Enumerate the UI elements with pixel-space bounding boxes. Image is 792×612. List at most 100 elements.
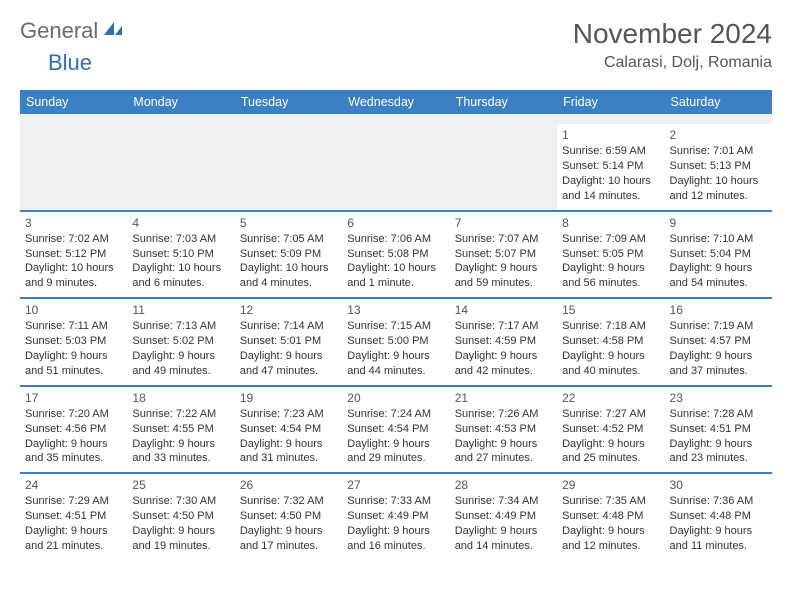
sunset-text: Sunset: 4:53 PM [455, 422, 552, 437]
location: Calarasi, Dolj, Romania [573, 54, 772, 72]
title-block: November 2024 Calarasi, Dolj, Romania [573, 18, 772, 72]
sunset-text: Sunset: 4:48 PM [670, 509, 767, 524]
sunset-text: Sunset: 4:49 PM [347, 509, 444, 524]
calendar-cell: 7Sunrise: 7:07 AMSunset: 5:07 PMDaylight… [450, 211, 557, 299]
calendar-cell: 1Sunrise: 6:59 AMSunset: 5:14 PMDaylight… [557, 124, 664, 211]
calendar-cell [450, 124, 557, 211]
sunrise-text: Sunrise: 7:13 AM [132, 319, 229, 334]
sunset-text: Sunset: 5:00 PM [347, 334, 444, 349]
month-title: November 2024 [573, 18, 772, 50]
sunrise-text: Sunrise: 7:17 AM [455, 319, 552, 334]
daylight-text: Daylight: 9 hours and 17 minutes. [240, 524, 337, 554]
day-number: 16 [670, 302, 767, 318]
sunset-text: Sunset: 5:03 PM [25, 334, 122, 349]
calendar-cell: 3Sunrise: 7:02 AMSunset: 5:12 PMDaylight… [20, 211, 127, 299]
calendar-cell: 23Sunrise: 7:28 AMSunset: 4:51 PMDayligh… [665, 386, 772, 474]
daylight-text: Daylight: 9 hours and 49 minutes. [132, 349, 229, 379]
calendar-week-row: 1Sunrise: 6:59 AMSunset: 5:14 PMDaylight… [20, 124, 772, 211]
calendar-cell: 18Sunrise: 7:22 AMSunset: 4:55 PMDayligh… [127, 386, 234, 474]
sunset-text: Sunset: 5:01 PM [240, 334, 337, 349]
sunset-text: Sunset: 4:51 PM [25, 509, 122, 524]
sunrise-text: Sunrise: 7:15 AM [347, 319, 444, 334]
daylight-text: Daylight: 9 hours and 12 minutes. [562, 524, 659, 554]
calendar-cell: 22Sunrise: 7:27 AMSunset: 4:52 PMDayligh… [557, 386, 664, 474]
calendar-week-row: 17Sunrise: 7:20 AMSunset: 4:56 PMDayligh… [20, 386, 772, 474]
sunset-text: Sunset: 5:14 PM [562, 159, 659, 174]
day-number: 17 [25, 390, 122, 406]
sunrise-text: Sunrise: 7:22 AM [132, 407, 229, 422]
daylight-text: Daylight: 10 hours and 14 minutes. [562, 174, 659, 204]
sunrise-text: Sunrise: 7:20 AM [25, 407, 122, 422]
daylight-text: Daylight: 10 hours and 6 minutes. [132, 261, 229, 291]
day-number: 25 [132, 477, 229, 493]
calendar-cell: 24Sunrise: 7:29 AMSunset: 4:51 PMDayligh… [20, 473, 127, 560]
day-header-row: Sunday Monday Tuesday Wednesday Thursday… [20, 90, 772, 114]
calendar-cell: 5Sunrise: 7:05 AMSunset: 5:09 PMDaylight… [235, 211, 342, 299]
sunrise-text: Sunrise: 7:19 AM [670, 319, 767, 334]
sunset-text: Sunset: 4:51 PM [670, 422, 767, 437]
sunset-text: Sunset: 5:04 PM [670, 247, 767, 262]
day-number: 29 [562, 477, 659, 493]
calendar-cell: 11Sunrise: 7:13 AMSunset: 5:02 PMDayligh… [127, 298, 234, 386]
sunset-text: Sunset: 5:12 PM [25, 247, 122, 262]
sunrise-text: Sunrise: 7:24 AM [347, 407, 444, 422]
sunrise-text: Sunrise: 7:03 AM [132, 232, 229, 247]
day-number: 12 [240, 302, 337, 318]
calendar-week-row: 3Sunrise: 7:02 AMSunset: 5:12 PMDaylight… [20, 211, 772, 299]
sunrise-text: Sunrise: 7:02 AM [25, 232, 122, 247]
day-header: Wednesday [342, 90, 449, 114]
day-header: Tuesday [235, 90, 342, 114]
daylight-text: Daylight: 9 hours and 40 minutes. [562, 349, 659, 379]
calendar-cell: 4Sunrise: 7:03 AMSunset: 5:10 PMDaylight… [127, 211, 234, 299]
sunrise-text: Sunrise: 7:01 AM [670, 144, 767, 159]
calendar-cell: 12Sunrise: 7:14 AMSunset: 5:01 PMDayligh… [235, 298, 342, 386]
day-number: 26 [240, 477, 337, 493]
day-number: 7 [455, 215, 552, 231]
sunset-text: Sunset: 5:05 PM [562, 247, 659, 262]
sunrise-text: Sunrise: 6:59 AM [562, 144, 659, 159]
daylight-text: Daylight: 9 hours and 56 minutes. [562, 261, 659, 291]
calendar-week-row: 24Sunrise: 7:29 AMSunset: 4:51 PMDayligh… [20, 473, 772, 560]
sunrise-text: Sunrise: 7:06 AM [347, 232, 444, 247]
sunset-text: Sunset: 4:55 PM [132, 422, 229, 437]
daylight-text: Daylight: 9 hours and 21 minutes. [25, 524, 122, 554]
daylight-text: Daylight: 9 hours and 47 minutes. [240, 349, 337, 379]
daylight-text: Daylight: 9 hours and 25 minutes. [562, 437, 659, 467]
calendar-cell: 19Sunrise: 7:23 AMSunset: 4:54 PMDayligh… [235, 386, 342, 474]
calendar-cell: 17Sunrise: 7:20 AMSunset: 4:56 PMDayligh… [20, 386, 127, 474]
daylight-text: Daylight: 9 hours and 54 minutes. [670, 261, 767, 291]
calendar-table: Sunday Monday Tuesday Wednesday Thursday… [20, 90, 772, 560]
day-header: Sunday [20, 90, 127, 114]
sunset-text: Sunset: 5:02 PM [132, 334, 229, 349]
sunrise-text: Sunrise: 7:23 AM [240, 407, 337, 422]
sunset-text: Sunset: 4:54 PM [240, 422, 337, 437]
day-number: 1 [562, 127, 659, 143]
calendar-cell: 28Sunrise: 7:34 AMSunset: 4:49 PMDayligh… [450, 473, 557, 560]
daylight-text: Daylight: 9 hours and 23 minutes. [670, 437, 767, 467]
daylight-text: Daylight: 9 hours and 42 minutes. [455, 349, 552, 379]
calendar-cell: 15Sunrise: 7:18 AMSunset: 4:58 PMDayligh… [557, 298, 664, 386]
calendar-cell: 26Sunrise: 7:32 AMSunset: 4:50 PMDayligh… [235, 473, 342, 560]
day-header: Monday [127, 90, 234, 114]
day-number: 6 [347, 215, 444, 231]
logo-sail-icon [102, 20, 124, 43]
sunset-text: Sunset: 5:09 PM [240, 247, 337, 262]
daylight-text: Daylight: 9 hours and 29 minutes. [347, 437, 444, 467]
sunrise-text: Sunrise: 7:05 AM [240, 232, 337, 247]
daylight-text: Daylight: 9 hours and 27 minutes. [455, 437, 552, 467]
calendar-cell: 21Sunrise: 7:26 AMSunset: 4:53 PMDayligh… [450, 386, 557, 474]
daylight-text: Daylight: 9 hours and 35 minutes. [25, 437, 122, 467]
daylight-text: Daylight: 10 hours and 4 minutes. [240, 261, 337, 291]
day-number: 18 [132, 390, 229, 406]
daylight-text: Daylight: 9 hours and 44 minutes. [347, 349, 444, 379]
calendar-cell: 25Sunrise: 7:30 AMSunset: 4:50 PMDayligh… [127, 473, 234, 560]
sunset-text: Sunset: 4:56 PM [25, 422, 122, 437]
daylight-text: Daylight: 10 hours and 1 minute. [347, 261, 444, 291]
day-number: 15 [562, 302, 659, 318]
daylight-text: Daylight: 9 hours and 31 minutes. [240, 437, 337, 467]
calendar-cell [127, 124, 234, 211]
daylight-text: Daylight: 9 hours and 19 minutes. [132, 524, 229, 554]
sunrise-text: Sunrise: 7:35 AM [562, 494, 659, 509]
calendar-cell: 20Sunrise: 7:24 AMSunset: 4:54 PMDayligh… [342, 386, 449, 474]
day-number: 28 [455, 477, 552, 493]
